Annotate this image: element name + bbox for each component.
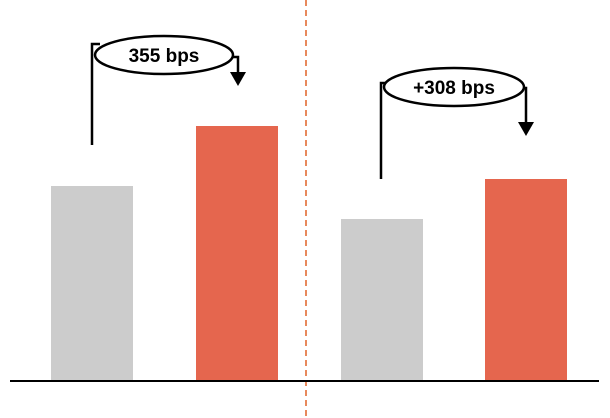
bars-group	[51, 126, 567, 381]
bar-chart1-before	[51, 186, 133, 381]
annotation-group-1: 355 bps	[90, 34, 246, 145]
annotation-bracket-left-1	[90, 42, 100, 145]
annotation-pill-2	[382, 66, 526, 108]
annotation-bracket-left-2	[379, 81, 389, 179]
annotation-pill-1	[93, 34, 235, 76]
down-arrow-icon	[518, 122, 534, 136]
down-arrow-icon	[230, 72, 246, 86]
bar-chart2-after	[485, 179, 567, 381]
annotation-label-1: 355 bps	[129, 46, 200, 67]
annotation-group-2: +308 bps	[379, 66, 534, 179]
bar-chart1-after	[196, 126, 278, 381]
bar-chart2-before	[341, 219, 423, 381]
annotation-label-2: +308 bps	[413, 78, 495, 99]
